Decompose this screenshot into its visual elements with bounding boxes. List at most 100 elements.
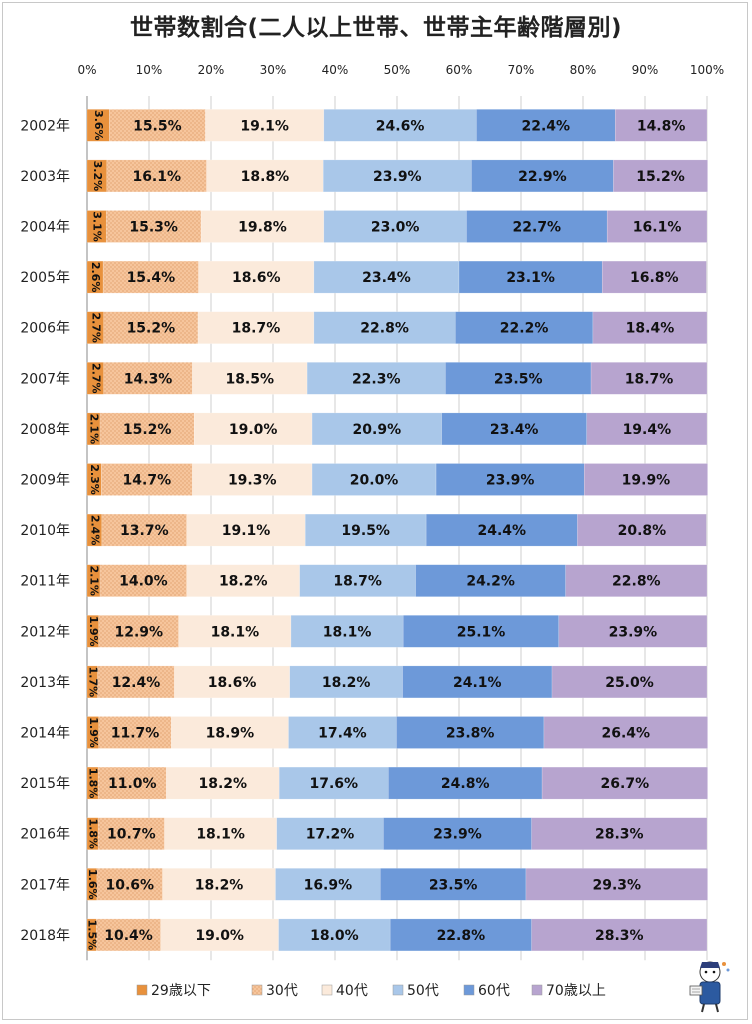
x-tick-label: 20% [198,63,225,77]
bar-segment [565,564,708,597]
data-label: 15.5% [133,118,182,134]
bar-segment [102,260,199,294]
bar-segment [162,868,276,901]
data-label: 19.8% [238,220,287,236]
data-label: 11.0% [108,776,157,792]
x-tick-label: 50% [384,63,411,77]
data-label: 22.8% [360,321,409,337]
data-label: 26.4% [601,726,650,742]
bar-segment [98,716,172,749]
data-label: 26.7% [601,776,650,792]
x-tick-label: 10% [136,63,163,77]
bar-segment [383,817,532,850]
bar-segment [96,868,163,901]
bar-segment [186,564,300,597]
data-label: 23.5% [494,371,543,387]
bar-segment [458,260,603,294]
data-label: 18.1% [211,624,260,640]
bar-segment [601,260,707,294]
legend-label: 29歳以下 [151,983,211,999]
bar-segment [425,513,578,547]
data-label: 18.6% [232,270,281,286]
data-label: 2.1% [88,414,101,445]
bar-segment [455,311,594,344]
data-label: 16.9% [304,877,353,893]
data-label: 12.4% [112,675,161,691]
data-label: 19.4% [623,422,672,438]
data-label: 15.2% [123,422,172,438]
data-label: 23.9% [486,473,535,489]
bar-segment [178,615,292,648]
data-labels: 3.6% 15.5% 19.1% 24.6% 22.4% 14.8% 3.2% 16.1% 18… [86,110,686,950]
bar-segment [275,868,381,901]
data-label: 2.7% [89,363,102,394]
data-label: 23.5% [429,877,478,893]
bar-segment [435,463,585,496]
y-tick-label: 2005年 [20,270,70,286]
bar-segment [313,311,456,344]
data-label: 28.3% [595,928,644,944]
data-label: 18.2% [195,877,244,893]
bar-segment [164,817,277,850]
bar-segment [288,716,397,749]
bars [86,109,708,952]
bar-segment [197,311,315,344]
data-label: 19.1% [222,523,271,539]
bar-segment [323,109,477,142]
data-label: 16.1% [132,169,181,185]
chart-title: 世帯数割合(二人以上世帯、世帯主年齢階層別) [129,15,623,41]
bar-segment [466,210,608,243]
data-label: 23.9% [373,169,422,185]
x-axis-ticks: 0% 10% 20% 30% 40% 50% 60% 70% 80% 90% 100% [77,63,724,77]
bar-segment [192,463,313,496]
data-label: 23.4% [490,422,539,438]
data-label: 22.8% [437,928,486,944]
data-label: 18.7% [625,371,674,387]
y-tick-label: 2003年 [20,169,70,185]
bar-segment [97,766,167,800]
data-label: 15.2% [636,169,685,185]
data-label: 24.6% [376,118,425,134]
bar-segment [380,868,527,901]
bar-segment [194,412,313,446]
bar-segment [186,513,306,547]
data-label: 19.5% [341,523,390,539]
data-label: 17.4% [318,726,367,742]
y-tick-label: 2014年 [20,726,70,742]
data-label: 20.0% [350,473,399,489]
data-label: 18.1% [196,827,245,843]
y-tick-label: 2013年 [20,675,70,691]
bar-segment [198,260,315,294]
data-label: 25.0% [605,675,654,691]
legend-swatch [136,984,148,996]
data-label: 1.7% [86,667,99,698]
legend-swatch [321,984,333,996]
data-label: 20.9% [353,422,402,438]
y-tick-label: 2018年 [20,928,70,944]
legend-label: 60代 [478,983,510,999]
data-label: 13.7% [120,523,169,539]
bar-segment [206,159,324,193]
bar-segment [586,412,708,446]
data-label: 3.1% [91,211,104,242]
data-label: 14.7% [123,473,172,489]
data-label: 1.6% [86,869,99,900]
bar-segment [96,918,162,952]
data-label: 1.8% [87,768,100,799]
data-label: 16.1% [633,220,682,236]
data-label: 17.2% [306,827,355,843]
data-label: 1.8% [87,818,100,849]
data-label: 18.9% [206,726,255,742]
bar-segment [313,260,460,294]
data-label: 12.9% [114,624,163,640]
data-label: 1.9% [87,717,100,748]
x-tick-label: 30% [260,63,287,77]
data-label: 18.2% [198,776,247,792]
bar-segment [200,210,325,243]
bar-segment [289,665,403,699]
data-label: 18.7% [232,321,281,337]
bar-segment [304,513,427,547]
data-label: 22.7% [513,220,562,236]
bar-segment [614,109,708,142]
data-label: 2.1% [88,565,101,596]
